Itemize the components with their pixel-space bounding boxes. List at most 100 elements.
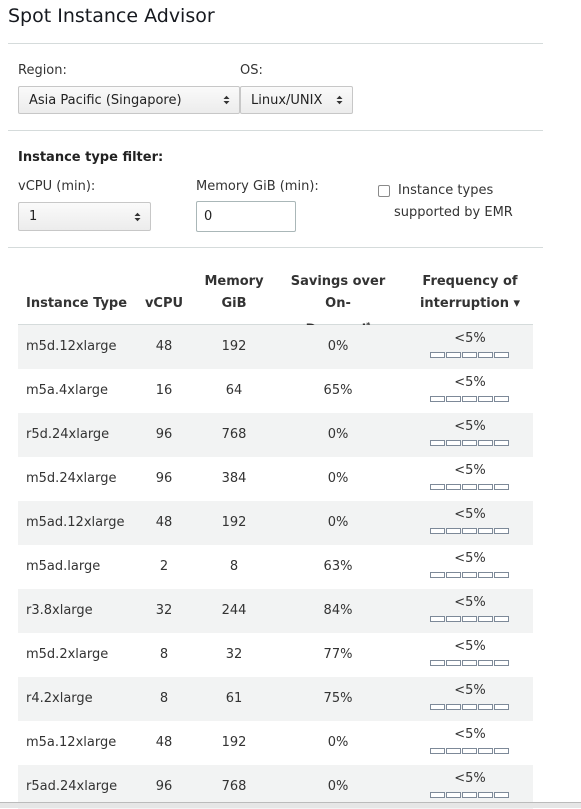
frequency-meter-segment (494, 484, 509, 490)
savings-cell: 65% (323, 383, 353, 398)
frequency-meter (430, 484, 509, 490)
table-row[interactable]: m5d.2xlarge 8 32 77% <5% (18, 633, 533, 677)
memory-input[interactable]: 0 (196, 201, 296, 232)
table-header: Instance Type vCPU Memory GiB Savings ov… (18, 262, 533, 337)
frequency-meter (430, 616, 509, 622)
instance-type-cell: m5d.2xlarge (26, 647, 109, 662)
vcpu-cell: 48 (155, 735, 173, 750)
frequency-meter-segment (478, 352, 493, 358)
frequency-cell: <5% (420, 721, 520, 765)
memory-cell: 768 (221, 427, 247, 442)
header-vcpu[interactable]: vCPU (144, 296, 184, 311)
frequency-cell: <5% (420, 589, 520, 633)
instance-type-cell: m5ad.12xlarge (26, 515, 125, 530)
os-label: OS: (240, 63, 263, 78)
frequency-meter-segment (446, 484, 461, 490)
frequency-meter-segment (430, 396, 445, 402)
frequency-text: <5% (454, 507, 486, 522)
frequency-meter-segment (462, 660, 477, 666)
table-row[interactable]: r4.2xlarge 8 61 75% <5% (18, 677, 533, 721)
frequency-meter (430, 792, 509, 798)
memory-cell: 384 (221, 471, 247, 486)
table-row[interactable]: r5ad.24xlarge 96 768 0% <5% (18, 765, 533, 809)
os-select[interactable]: Linux/UNIX (240, 86, 353, 114)
frequency-cell: <5% (420, 501, 520, 545)
table-row[interactable]: m5a.12xlarge 48 192 0% <5% (18, 721, 533, 765)
frequency-meter (430, 660, 509, 666)
frequency-meter-segment (462, 704, 477, 710)
frequency-meter-segment (462, 572, 477, 578)
frequency-meter-segment (446, 440, 461, 446)
region-select[interactable]: Asia Pacific (Singapore) (18, 86, 240, 114)
frequency-meter-segment (430, 352, 445, 358)
frequency-text: <5% (454, 375, 486, 390)
frequency-meter-segment (462, 484, 477, 490)
savings-cell: 75% (323, 691, 353, 706)
table-row[interactable]: m5ad.12xlarge 48 192 0% <5% (18, 501, 533, 545)
frequency-meter-segment (478, 616, 493, 622)
table-row[interactable]: m5ad.large 2 8 63% <5% (18, 545, 533, 589)
vcpu-label: vCPU (min): (18, 179, 96, 194)
header-frequency-line2: interruption (419, 296, 509, 311)
divider (8, 247, 543, 248)
frequency-meter-segment (494, 616, 509, 622)
frequency-meter-segment (446, 572, 461, 578)
frequency-meter-segment (446, 704, 461, 710)
frequency-meter-segment (462, 352, 477, 358)
instance-filter-heading: Instance type filter: (18, 150, 164, 165)
frequency-meter-segment (462, 792, 477, 798)
frequency-text: <5% (454, 551, 486, 566)
frequency-meter-segment (478, 660, 493, 666)
instance-type-cell: m5d.24xlarge (26, 471, 117, 486)
instance-type-cell: m5ad.large (26, 559, 101, 574)
frequency-meter-segment (494, 440, 509, 446)
header-memory-line1: Memory (204, 274, 264, 289)
header-frequency-line1: Frequency of (422, 274, 518, 289)
frequency-meter-segment (430, 704, 445, 710)
frequency-meter-segment (446, 528, 461, 534)
frequency-meter-segment (446, 616, 461, 622)
region-label: Region: (18, 63, 67, 78)
frequency-text: <5% (454, 683, 486, 698)
table-row[interactable]: m5d.24xlarge 96 384 0% <5% (18, 457, 533, 501)
divider (8, 43, 543, 44)
header-memory-line2: GiB (221, 296, 247, 311)
select-arrows-icon (221, 95, 231, 105)
header-frequency[interactable]: Frequency of interruption ▾ (415, 271, 525, 315)
header-memory[interactable]: Memory GiB (194, 271, 274, 315)
frequency-cell: <5% (420, 457, 520, 501)
vcpu-select-value: 1 (29, 209, 38, 224)
table-row[interactable]: m5d.12xlarge 48 192 0% <5% (18, 325, 533, 369)
emr-checkbox[interactable] (378, 185, 390, 197)
frequency-meter-segment (462, 616, 477, 622)
header-instance-type[interactable]: Instance Type (26, 296, 128, 311)
frequency-meter-segment (446, 352, 461, 358)
memory-cell: 192 (221, 735, 247, 750)
vcpu-cell: 48 (155, 515, 173, 530)
select-arrows-icon (132, 212, 142, 222)
savings-cell: 84% (323, 603, 353, 618)
vcpu-select[interactable]: 1 (18, 202, 151, 231)
frequency-cell: <5% (420, 677, 520, 721)
frequency-meter-segment (446, 792, 461, 798)
instance-type-cell: r5d.24xlarge (26, 427, 110, 442)
frequency-meter-segment (494, 572, 509, 578)
frequency-text: <5% (454, 331, 486, 346)
frequency-meter (430, 352, 509, 358)
frequency-cell: <5% (420, 413, 520, 457)
page-title: Spot Instance Advisor (8, 5, 215, 27)
memory-cell: 192 (221, 515, 247, 530)
frequency-meter-segment (446, 748, 461, 754)
table-row[interactable]: r3.8xlarge 32 244 84% <5% (18, 589, 533, 633)
instance-type-cell: m5a.4xlarge (26, 383, 108, 398)
table-row[interactable]: m5a.4xlarge 16 64 65% <5% (18, 369, 533, 413)
frequency-meter (430, 572, 509, 578)
frequency-meter (430, 704, 509, 710)
memory-cell: 8 (229, 559, 239, 574)
memory-cell: 768 (221, 779, 247, 794)
instance-type-cell: r4.2xlarge (26, 691, 93, 706)
frequency-meter-segment (478, 396, 493, 402)
vcpu-cell: 96 (155, 471, 173, 486)
instance-type-cell: m5d.12xlarge (26, 339, 117, 354)
table-row[interactable]: r5d.24xlarge 96 768 0% <5% (18, 413, 533, 457)
